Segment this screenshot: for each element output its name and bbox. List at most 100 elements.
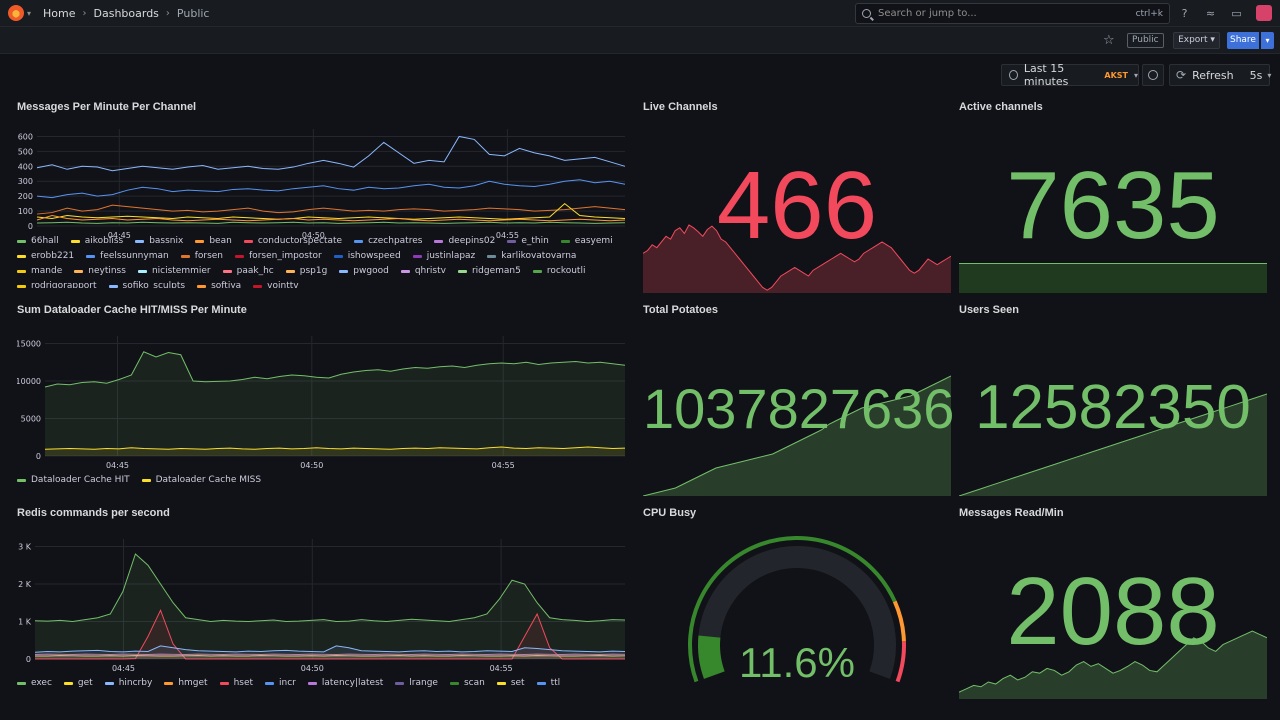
- grafana-logo-icon[interactable]: [8, 5, 24, 21]
- help-icon[interactable]: ?: [1181, 7, 1188, 20]
- legend-item[interactable]: incr: [265, 678, 296, 688]
- legend-swatch: [354, 239, 364, 243]
- legend-item[interactable]: forsen: [180, 251, 223, 261]
- legend-label: vointtv: [267, 281, 299, 288]
- legend-item[interactable]: conductorspectate: [243, 236, 342, 246]
- legend-item[interactable]: neytinss: [74, 266, 126, 276]
- series-area: [35, 610, 625, 659]
- refresh-interval[interactable]: 5s: [1249, 68, 1263, 82]
- legend-item[interactable]: rodrigorapport: [17, 281, 97, 288]
- panel-cpu-busy: CPU Busy 11.6%: [643, 507, 951, 699]
- legend-item[interactable]: czechpatres: [354, 236, 422, 246]
- legend-item[interactable]: sofiko_sculpts: [108, 281, 185, 288]
- cache-chart[interactable]: 0 5000 10000 15000 04:45 04:50 04:55: [17, 330, 629, 478]
- legend-item[interactable]: hincrby: [104, 678, 152, 688]
- legend-swatch: [532, 269, 542, 273]
- legend-item[interactable]: Dataloader Cache HIT: [17, 475, 130, 485]
- top-navbar: ▾ Home › Dashboards › Public Search or j…: [0, 0, 1280, 27]
- kiosk-icon[interactable]: ▭: [1231, 7, 1242, 20]
- legend-item[interactable]: rockoutli: [532, 266, 585, 276]
- search-input[interactable]: Search or jump to... ctrl+k: [855, 3, 1170, 24]
- legend-item[interactable]: bean: [195, 236, 232, 246]
- export-button[interactable]: Export ▾: [1173, 32, 1220, 49]
- legend-item[interactable]: softiya: [197, 281, 241, 288]
- legend-item[interactable]: easyemi: [560, 236, 613, 246]
- chart-legend: Dataloader Cache HIT Dataloader Cache MIS…: [17, 475, 629, 485]
- series-area: [45, 351, 625, 456]
- sparkline: [643, 375, 951, 496]
- series-area: [35, 645, 625, 659]
- y-tick-label: 1 K: [18, 618, 32, 627]
- sparkline: [643, 224, 951, 293]
- y-tick-label: 15000: [17, 340, 41, 349]
- legend-label: lrange: [409, 678, 438, 688]
- legend-item[interactable]: feelssunnyman: [86, 251, 169, 261]
- legend-item[interactable]: karlikovatovarna: [487, 251, 576, 261]
- legend-item[interactable]: hset: [219, 678, 253, 688]
- legend-item[interactable]: set: [496, 678, 525, 688]
- legend-item[interactable]: 66hall: [17, 236, 59, 246]
- legend-item[interactable]: psp1g: [285, 266, 327, 276]
- panel-title: Sum Dataloader Cache HIT/MISS Per Minute: [17, 304, 247, 316]
- messages-chart[interactable]: 0 100 200 300 400 500 600 04:45 04:50 04:55: [17, 123, 629, 248]
- time-range-picker[interactable]: Last 15 minutes AKST ▾: [1001, 62, 1139, 88]
- legend-swatch: [333, 254, 343, 258]
- legend-item[interactable]: get: [63, 678, 93, 688]
- legend-item[interactable]: nicistemmier: [137, 266, 211, 276]
- legend-swatch: [180, 254, 190, 258]
- share-dropdown-chevron-icon[interactable]: ▾: [1261, 32, 1274, 49]
- series-line: [44, 446, 626, 450]
- legend-item[interactable]: paak_hc: [222, 266, 274, 276]
- legend-item[interactable]: exec: [17, 678, 52, 688]
- legend-label: neytinss: [88, 266, 126, 276]
- refresh-button[interactable]: ⟳ Refresh 5s ▾: [1169, 64, 1271, 86]
- legend-item[interactable]: ttl: [536, 678, 560, 688]
- y-tick-label: 0: [26, 655, 31, 664]
- legend-item[interactable]: deepins02: [434, 236, 495, 246]
- legend-item[interactable]: hmget: [164, 678, 208, 688]
- breadcrumb-home[interactable]: Home: [43, 6, 76, 20]
- breadcrumb-dashboards[interactable]: Dashboards: [93, 6, 159, 20]
- legend-label: ishowspeed: [347, 251, 401, 261]
- legend-item[interactable]: erobb221: [17, 251, 74, 261]
- legend-item[interactable]: ridgeman5: [457, 266, 521, 276]
- avatar[interactable]: [1256, 5, 1272, 21]
- legend-item[interactable]: pwgood: [339, 266, 389, 276]
- legend-item[interactable]: scan: [449, 678, 485, 688]
- redis-chart[interactable]: 0 1 K 2 K 3 K 04:45 04:50 04:55: [17, 533, 629, 681]
- legend-label: rodrigorapport: [31, 281, 97, 288]
- search-icon: [862, 9, 871, 18]
- legend-swatch: [17, 254, 26, 258]
- legend-label: bean: [209, 236, 232, 246]
- legend-swatch: [395, 681, 405, 685]
- gauge-track: [698, 546, 896, 679]
- share-button[interactable]: Share: [1227, 32, 1259, 49]
- news-feed-icon[interactable]: ≈: [1205, 7, 1216, 20]
- zoom-out-button[interactable]: [1142, 64, 1164, 86]
- x-tick-label: 04:55: [490, 664, 513, 673]
- legend-item[interactable]: justinlapaz: [412, 251, 475, 261]
- cpu-gauge: [688, 536, 906, 683]
- y-tick-label: 300: [18, 177, 33, 186]
- sparkline-line: [643, 224, 951, 291]
- legend-item[interactable]: vointtv: [253, 281, 299, 288]
- legend-swatch: [507, 239, 517, 243]
- legend-item[interactable]: e_thin: [507, 236, 549, 246]
- chevron-down-icon[interactable]: ▾: [27, 8, 32, 18]
- clock-icon: [1009, 70, 1018, 80]
- legend-swatch: [164, 681, 174, 685]
- threshold-orange: [892, 600, 906, 642]
- legend-item[interactable]: mande: [17, 266, 62, 276]
- legend-label: forsen_impostor: [249, 251, 322, 261]
- legend-label: karlikovatovarna: [501, 251, 577, 261]
- legend-item[interactable]: ishowspeed: [333, 251, 401, 261]
- legend-item[interactable]: Dataloader Cache MISS: [141, 475, 261, 485]
- legend-item[interactable]: qhristv: [400, 266, 446, 276]
- legend-item[interactable]: latency|latest: [307, 678, 383, 688]
- legend-item[interactable]: forsen_impostor: [235, 251, 322, 261]
- star-icon[interactable]: ☆: [1103, 33, 1115, 48]
- refresh-label: Refresh: [1192, 68, 1234, 82]
- legend-item[interactable]: aikobliss: [70, 236, 123, 246]
- legend-item[interactable]: bassnix: [135, 236, 183, 246]
- legend-item[interactable]: lrange: [395, 678, 438, 688]
